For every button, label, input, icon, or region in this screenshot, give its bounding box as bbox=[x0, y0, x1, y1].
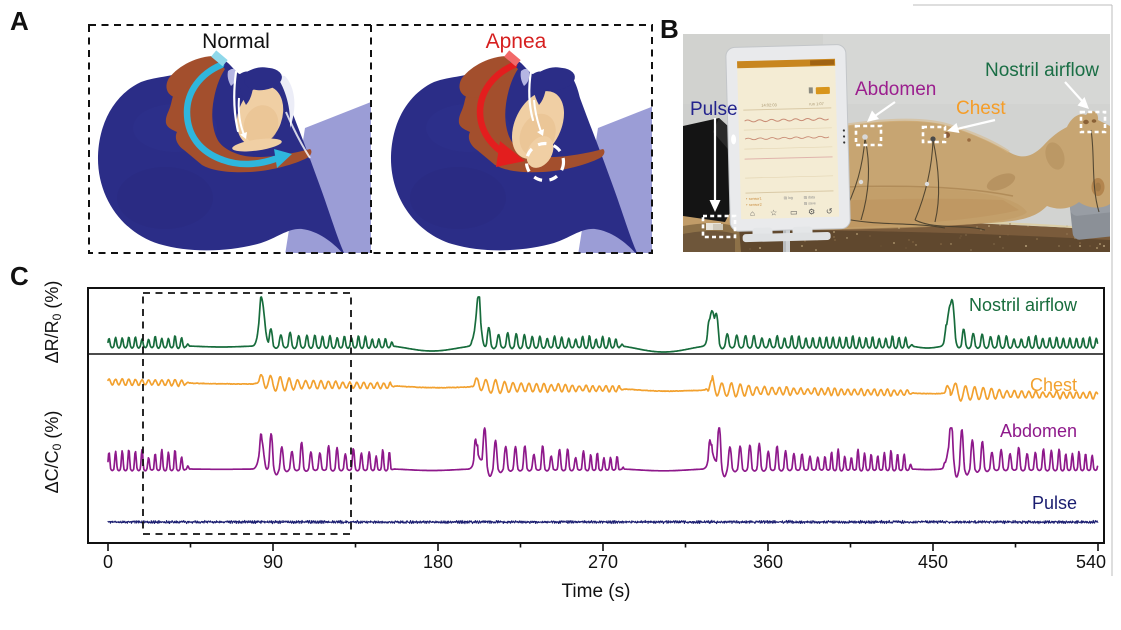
svg-text:360: 360 bbox=[753, 552, 783, 572]
svg-text:☆: ☆ bbox=[770, 208, 777, 217]
svg-text:Abdomen: Abdomen bbox=[855, 79, 936, 100]
svg-text:⚙: ⚙ bbox=[808, 207, 815, 216]
svg-text:Nostril airflow: Nostril airflow bbox=[985, 60, 1099, 81]
svg-text:Pulse: Pulse bbox=[690, 99, 738, 120]
svg-text:B: B bbox=[660, 14, 679, 44]
svg-text:▤ data: ▤ data bbox=[804, 195, 815, 199]
svg-text:Time (s): Time (s) bbox=[562, 581, 631, 602]
svg-text:Nostril airflow: Nostril airflow bbox=[969, 295, 1078, 315]
svg-text:ΔR/R0 (%): ΔR/R0 (%) bbox=[42, 281, 64, 364]
svg-text:Apnea: Apnea bbox=[486, 30, 547, 53]
svg-text:Chest: Chest bbox=[956, 98, 1006, 119]
svg-text:0: 0 bbox=[103, 552, 113, 572]
svg-text:▤ log: ▤ log bbox=[784, 196, 793, 200]
svg-text:run 1:07: run 1:07 bbox=[809, 101, 825, 106]
svg-text:Pulse: Pulse bbox=[1032, 493, 1077, 513]
svg-text:450: 450 bbox=[918, 552, 948, 572]
svg-text:180: 180 bbox=[423, 552, 453, 572]
svg-text:540: 540 bbox=[1076, 552, 1106, 572]
svg-text:↺: ↺ bbox=[826, 207, 833, 216]
svg-text:270: 270 bbox=[588, 552, 618, 572]
svg-text:Abdomen: Abdomen bbox=[1000, 421, 1077, 441]
svg-text:‣ sensor2: ‣ sensor2 bbox=[746, 203, 762, 207]
svg-text:▤ save: ▤ save bbox=[804, 201, 816, 205]
svg-text:Chest: Chest bbox=[1030, 375, 1077, 395]
svg-text:⌂: ⌂ bbox=[750, 209, 755, 218]
svg-text:▭: ▭ bbox=[790, 208, 798, 217]
svg-text:14:02:03: 14:02:03 bbox=[761, 102, 777, 107]
svg-text:C: C bbox=[10, 261, 29, 291]
svg-text:90: 90 bbox=[263, 552, 283, 572]
svg-text:Normal: Normal bbox=[202, 30, 270, 53]
svg-text:ΔC/C0 (%): ΔC/C0 (%) bbox=[42, 411, 64, 494]
svg-text:‣ sensor1: ‣ sensor1 bbox=[746, 197, 762, 201]
svg-text:A: A bbox=[10, 6, 29, 36]
